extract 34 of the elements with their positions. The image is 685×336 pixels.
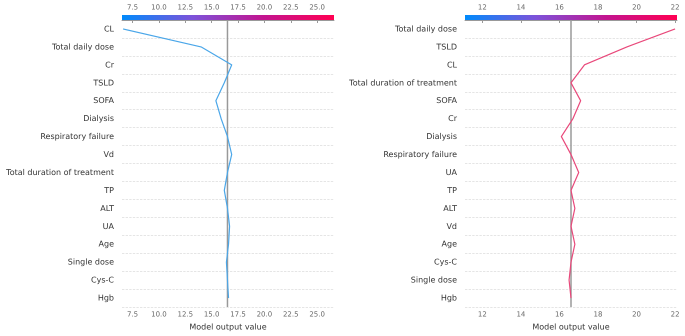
y-tick-label: Total duration of treatment bbox=[5, 168, 114, 177]
y-tick-label: Total daily dose bbox=[51, 42, 114, 52]
y-tick-label: TP bbox=[103, 186, 114, 195]
x-axis-title: Model output value bbox=[189, 322, 267, 332]
y-tick-label: ALT bbox=[443, 204, 458, 213]
y-tick-label: CL bbox=[446, 60, 458, 70]
y-tick-label: CL bbox=[104, 24, 115, 34]
y-tick-label: TSLD bbox=[92, 78, 114, 88]
y-tick-label: Single dose bbox=[68, 258, 114, 267]
y-tick-label: Vd bbox=[446, 222, 457, 231]
y-tick-label: Total daily dose bbox=[394, 24, 458, 34]
y-tick-label: Dialysis bbox=[426, 132, 457, 142]
x-axis-title: Model output value bbox=[532, 322, 610, 332]
y-tick-label: UA bbox=[446, 168, 458, 177]
y-tick-label: Hgb bbox=[98, 294, 114, 303]
y-tick-label: Age bbox=[98, 240, 114, 249]
y-tick-label: Vd bbox=[103, 150, 114, 160]
y-tick-label: TSLD bbox=[435, 42, 457, 52]
y-tick-label: Cr bbox=[448, 114, 458, 124]
y-tick-label: Cr bbox=[105, 60, 115, 70]
y-tick-label: SOFA bbox=[436, 96, 458, 106]
y-tick-label: ALT bbox=[100, 204, 114, 213]
y-tick-label: Total duration of treatment bbox=[348, 78, 457, 88]
y-tick-label: Respiratory failure bbox=[383, 150, 458, 160]
y-tick-label: Single dose bbox=[410, 276, 458, 285]
y-tick-label: UA bbox=[102, 222, 115, 231]
y-tick-label: TP bbox=[446, 186, 458, 195]
y-tick-label: SOFA bbox=[93, 96, 115, 106]
y-tick-label: Hgb bbox=[440, 294, 457, 303]
y-tick-label: Age bbox=[442, 240, 458, 249]
y-tick-label: Respiratory failure bbox=[40, 132, 114, 142]
y-tick-label: Cys-C bbox=[91, 276, 114, 285]
y-tick-label: Dialysis bbox=[83, 114, 114, 124]
y-tick-label: Cys-C bbox=[434, 258, 458, 267]
